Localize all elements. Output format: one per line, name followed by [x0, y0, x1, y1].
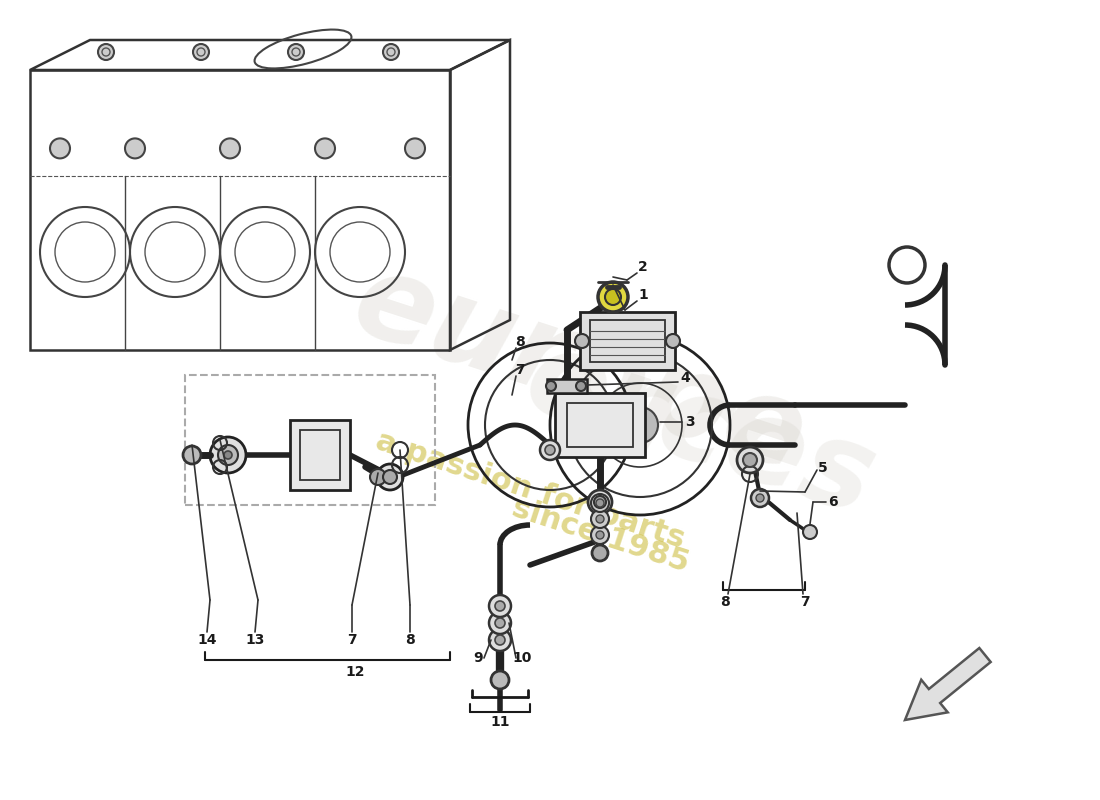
Circle shape [591, 510, 609, 528]
Circle shape [405, 138, 425, 158]
Text: 4: 4 [680, 371, 690, 385]
Circle shape [490, 612, 512, 634]
Circle shape [594, 496, 606, 508]
Circle shape [491, 671, 509, 689]
Circle shape [605, 289, 621, 305]
Circle shape [756, 494, 764, 502]
Circle shape [592, 545, 608, 561]
Circle shape [315, 138, 336, 158]
Circle shape [490, 595, 512, 617]
Text: 10: 10 [513, 651, 531, 665]
Circle shape [183, 446, 201, 464]
Circle shape [596, 531, 604, 539]
Circle shape [495, 618, 505, 628]
Circle shape [742, 453, 757, 467]
Circle shape [546, 381, 556, 391]
Circle shape [588, 490, 612, 514]
Circle shape [125, 138, 145, 158]
Circle shape [621, 407, 658, 443]
Text: 5: 5 [818, 461, 828, 475]
Circle shape [98, 44, 114, 60]
Circle shape [210, 437, 246, 473]
Bar [547, 379, 587, 393]
Circle shape [540, 440, 560, 460]
Circle shape [591, 494, 609, 512]
Bar [590, 320, 666, 362]
Circle shape [576, 381, 586, 391]
Text: 12: 12 [345, 665, 365, 679]
Text: 7: 7 [800, 595, 810, 609]
Bar [185, 375, 434, 505]
Circle shape [377, 464, 403, 490]
Circle shape [596, 499, 604, 507]
Text: 7: 7 [515, 363, 525, 377]
Circle shape [544, 445, 556, 455]
Text: 8: 8 [515, 335, 525, 349]
Bar [580, 312, 675, 370]
Circle shape [490, 629, 512, 651]
Circle shape [596, 515, 604, 523]
Bar [300, 430, 340, 480]
Bar [556, 393, 645, 457]
Circle shape [666, 334, 680, 348]
Circle shape [218, 445, 238, 465]
Bar [566, 403, 632, 447]
Circle shape [50, 138, 70, 158]
Circle shape [495, 601, 505, 611]
Circle shape [495, 635, 505, 645]
Text: 8: 8 [405, 633, 415, 647]
Text: 2: 2 [638, 260, 648, 274]
Circle shape [575, 334, 589, 348]
Circle shape [383, 44, 399, 60]
Circle shape [737, 447, 763, 473]
Circle shape [751, 489, 769, 507]
Bar [290, 420, 350, 490]
FancyArrow shape [905, 648, 991, 720]
Circle shape [288, 44, 304, 60]
Text: europe: europe [340, 243, 821, 497]
Text: 3: 3 [685, 415, 695, 429]
Text: a passion for parts: a passion for parts [372, 426, 689, 554]
Text: 8: 8 [720, 595, 730, 609]
Text: 13: 13 [245, 633, 265, 647]
Circle shape [591, 526, 609, 544]
Text: 7: 7 [348, 633, 356, 647]
Text: 14: 14 [197, 633, 217, 647]
Circle shape [598, 282, 628, 312]
Text: 11: 11 [491, 715, 509, 729]
Circle shape [192, 44, 209, 60]
Text: 9: 9 [473, 651, 483, 665]
Circle shape [803, 525, 817, 539]
Circle shape [224, 451, 232, 459]
Circle shape [370, 469, 386, 485]
Text: 1: 1 [638, 288, 648, 302]
Circle shape [383, 470, 397, 484]
Circle shape [220, 138, 240, 158]
Text: since 1985: since 1985 [508, 493, 692, 578]
Text: orces: orces [512, 320, 889, 540]
Text: 6: 6 [828, 495, 838, 509]
